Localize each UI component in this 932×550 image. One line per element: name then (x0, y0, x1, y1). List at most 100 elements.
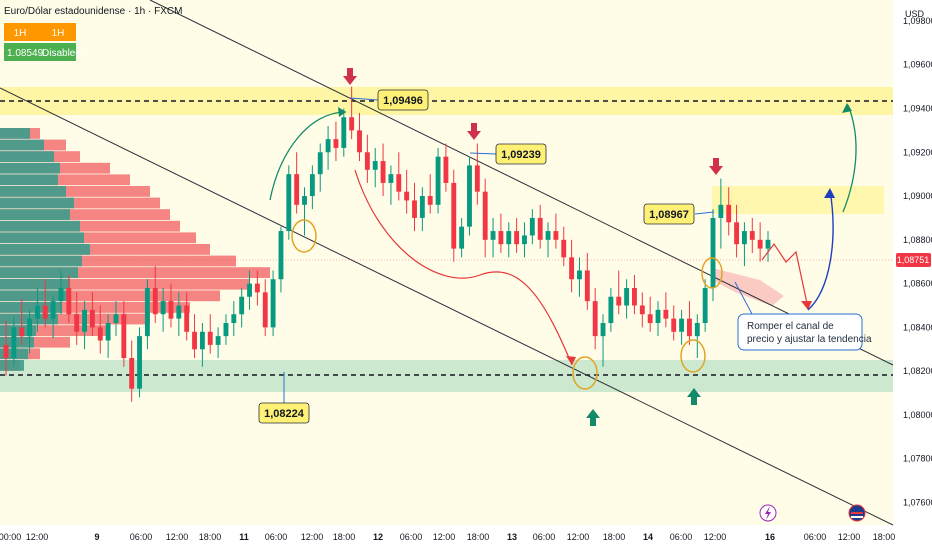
candle-body (97, 327, 103, 341)
candle-body (734, 222, 740, 245)
candle-body (380, 161, 386, 183)
time-tick-label: 11 (239, 532, 249, 542)
touch-circle-4 (701, 257, 723, 289)
volume-bar-teal (0, 290, 68, 302)
candle-body (42, 305, 48, 319)
candle-body (522, 235, 527, 245)
time-tick-label: 18:00 (199, 532, 222, 542)
candle-body (687, 318, 692, 337)
timeframe-badge-box[interactable] (4, 23, 76, 41)
time-axis-background (0, 525, 893, 550)
volume-bar-red (0, 174, 130, 186)
candle-body (388, 174, 394, 183)
volume-bar-red (0, 232, 196, 244)
candle-body (66, 287, 72, 315)
candle-body (247, 283, 252, 297)
volume-bar-red (0, 220, 180, 232)
candle-body (632, 287, 637, 306)
indicator-badge-box[interactable] (4, 43, 76, 61)
candle-body (82, 309, 87, 332)
time-tick-label: 18:00 (873, 532, 896, 542)
time-tick-label: 06:00 (400, 532, 423, 542)
volume-bar-teal (0, 186, 66, 197)
price-axis-background (893, 0, 932, 550)
candle-body (199, 331, 205, 350)
callout-top-high: 1,09496 (383, 95, 423, 107)
time-tick-label: 12:00 (838, 532, 861, 542)
projection-arrow-blue (807, 189, 834, 311)
price-tick-label: 1,09000 (903, 191, 932, 201)
candle-body (176, 305, 182, 319)
candles (3, 86, 771, 402)
callout-second-high-box (495, 143, 547, 165)
candle-body (302, 196, 307, 205)
down-arrow-3 (709, 158, 723, 175)
target-zone (712, 186, 884, 214)
candle-body (537, 217, 543, 240)
time-tick-label: 13 (507, 532, 517, 542)
candle-body (435, 156, 441, 205)
candle-body (427, 196, 433, 205)
volume-bar-red (0, 267, 270, 278)
candle-body (443, 156, 449, 183)
candle-body (341, 117, 347, 148)
callout-support-box (258, 402, 310, 424)
price-ticks: 1,09800 1,09600 1,09400 1,09200 1,09000 1,088… (903, 16, 932, 508)
candle-body (396, 174, 402, 192)
callout-top-high-leader (349, 97, 379, 101)
time-tick-label: 16 (765, 532, 775, 542)
candle-body (74, 314, 80, 332)
current-price-tag (896, 253, 931, 267)
candle-body (129, 358, 135, 389)
channel-lower-line (0, 87, 894, 526)
candle-body (192, 331, 197, 350)
volume-bar-red (0, 255, 236, 267)
candle-body (679, 318, 685, 332)
candle-body (19, 327, 25, 337)
volume-bar-teal (0, 325, 36, 336)
time-tick-label: 12:00 (567, 532, 590, 542)
candle-body (600, 323, 606, 337)
volume-bar-teal (0, 220, 80, 232)
down-arrow-2 (467, 123, 481, 140)
candle-body (498, 231, 504, 245)
candle-body (718, 204, 724, 218)
volume-bar-teal (0, 197, 74, 209)
candle-body (239, 296, 245, 315)
time-tick-label: 12:00 (26, 532, 49, 542)
volume-bar-red (0, 197, 160, 209)
volume-bar-teal (0, 244, 90, 255)
candle-body (50, 301, 56, 319)
candle-body (506, 231, 512, 245)
event-icon-us-flag[interactable] (848, 504, 866, 522)
candle-body (419, 196, 425, 218)
candle-body (451, 182, 457, 249)
candle-body (357, 130, 362, 153)
volume-bar-teal (0, 360, 24, 371)
candle-body (3, 344, 9, 359)
candle-body (467, 165, 472, 227)
candle-body (152, 287, 158, 315)
indicator-price-badge: 1.08549 (7, 48, 44, 59)
timeframe-badge-right: 1H (52, 28, 65, 39)
candle-body (577, 270, 582, 280)
candle-body (231, 314, 237, 324)
candle-body (286, 174, 292, 232)
volume-bar-red (0, 244, 210, 255)
candle-body (459, 226, 465, 249)
touch-circle-2 (572, 356, 598, 390)
callout-support: 1,08224 (264, 408, 305, 420)
time-ticks: 00:00 12:00 9 06:00 12:00 18:00 11 06:00 12:00 18… (0, 532, 895, 542)
callout-second-high-leader (469, 152, 497, 155)
candle-body (372, 161, 378, 170)
time-tick-label: 00:00 (0, 532, 21, 542)
support-zone (0, 360, 893, 392)
volume-bar-teal (0, 209, 70, 220)
price-tick-label: 1,09800 (903, 16, 932, 26)
event-icon-lightning[interactable] (759, 504, 777, 522)
candle-body (294, 174, 300, 205)
candle-body (584, 270, 590, 302)
candle-body (325, 139, 331, 153)
candle-body (160, 301, 166, 315)
candle-body (710, 217, 716, 288)
